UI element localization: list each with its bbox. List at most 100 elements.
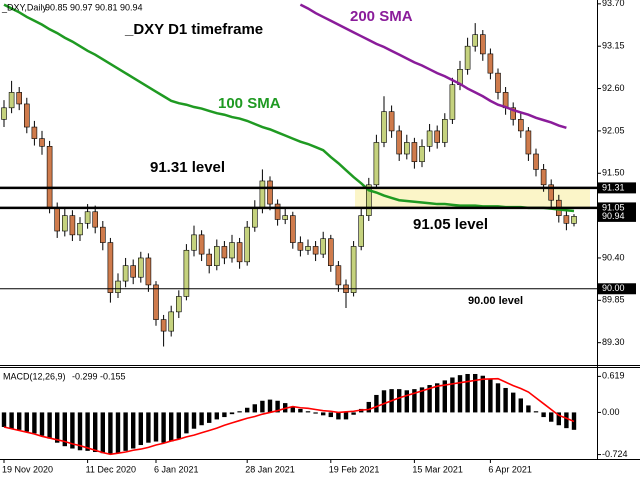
candle-body [130,265,136,278]
macd-bar [374,394,379,413]
macd-bar [161,412,166,443]
macd-bar [298,408,303,413]
macd-bar [457,375,463,413]
candle-body [563,215,570,224]
signal-value: -0.155 [100,371,126,381]
macd-value: -0.299 [72,371,98,381]
candle-body [77,223,83,236]
macd-bar [404,390,409,413]
candle-body [373,142,380,186]
macd-bar [123,412,128,451]
candle-body [487,53,494,74]
macd-bar [32,412,37,434]
macd-bar [100,412,105,454]
macd-bar [366,401,371,413]
macd-bar [108,412,113,455]
candle-body [23,103,30,128]
macd-bar [252,404,257,413]
chart-title: _DXY D1 timeframe [124,21,263,38]
candle-body [441,119,448,143]
candle-body [206,253,212,266]
macd-bar [290,406,295,413]
x-tick-label: 28 Jan 2021 [245,464,295,474]
y-tick-label: 89.85 [602,295,625,305]
candle-body [229,242,235,259]
candle-body [100,226,106,243]
x-tick-label: 6 Apr 2021 [488,464,532,474]
candle-body [168,311,174,332]
y-tick-label: 0.619 [602,371,625,381]
candle-body [54,207,61,232]
macd-bar [381,390,387,413]
macd-bar [465,373,470,413]
macd-bar [321,412,326,416]
macd-bar [518,398,523,413]
macd-bar [39,412,45,436]
macd-bar [55,412,60,443]
macd-bar [549,412,554,422]
candle-body [191,234,197,251]
level-label: 91.05 level [413,216,488,233]
candle-body [571,216,577,224]
macd-bar [24,412,29,432]
macd-bar [442,380,447,413]
candle-body [396,130,403,155]
y-tick-label: -0.724 [602,449,628,459]
macd-bar [450,377,455,413]
candle-body [510,107,517,120]
candle-body [305,246,311,251]
candle-body [145,257,152,286]
y-tick-label: 0.00 [602,407,620,417]
candle-body [350,246,357,293]
macd-bar [526,405,531,413]
macd-bar [199,412,204,426]
candle-body [176,296,182,313]
price-label: 91.31 [602,182,625,192]
candle-body [517,119,524,132]
candle-body [236,242,243,263]
candle-body [533,153,539,170]
macd-bar [222,412,227,418]
macd-bar [336,412,341,420]
x-tick-label: 15 Mar 2021 [412,464,463,474]
candle-body [259,180,266,209]
x-tick-label: 6 Jan 2021 [154,464,199,474]
macd-bar [427,385,432,413]
price-label-box [598,202,636,214]
macd-bar [176,412,181,439]
candle-body [267,180,273,205]
macd-bar [473,373,478,413]
candle-body [61,215,68,232]
macd-bar [260,400,265,413]
macd-bar [397,389,402,413]
candle-body [548,184,555,201]
macd-bar [93,412,98,453]
candle-body [160,319,167,332]
price-label: 91.05 [602,202,625,212]
candle-body [214,246,220,266]
candle-body [297,242,304,251]
candle-body [115,280,121,293]
signal-line [3,377,575,456]
candle-body [221,246,228,259]
candle-body [464,45,471,70]
price-label-box [598,210,636,222]
price-label-box [598,283,636,295]
candle-body [381,111,387,143]
candle-body [1,107,7,120]
macd-bar [313,412,318,414]
candle-body [479,34,486,55]
macd-bar [533,411,539,413]
candle-body [426,130,433,147]
candle-body [122,265,129,282]
candle-body [84,211,91,224]
macd-bar [480,375,485,413]
candle-body [92,211,98,228]
macd-bar [169,412,174,442]
header-close: 90.94 [120,2,143,12]
candle-body [282,215,289,220]
candle-body [434,130,441,143]
